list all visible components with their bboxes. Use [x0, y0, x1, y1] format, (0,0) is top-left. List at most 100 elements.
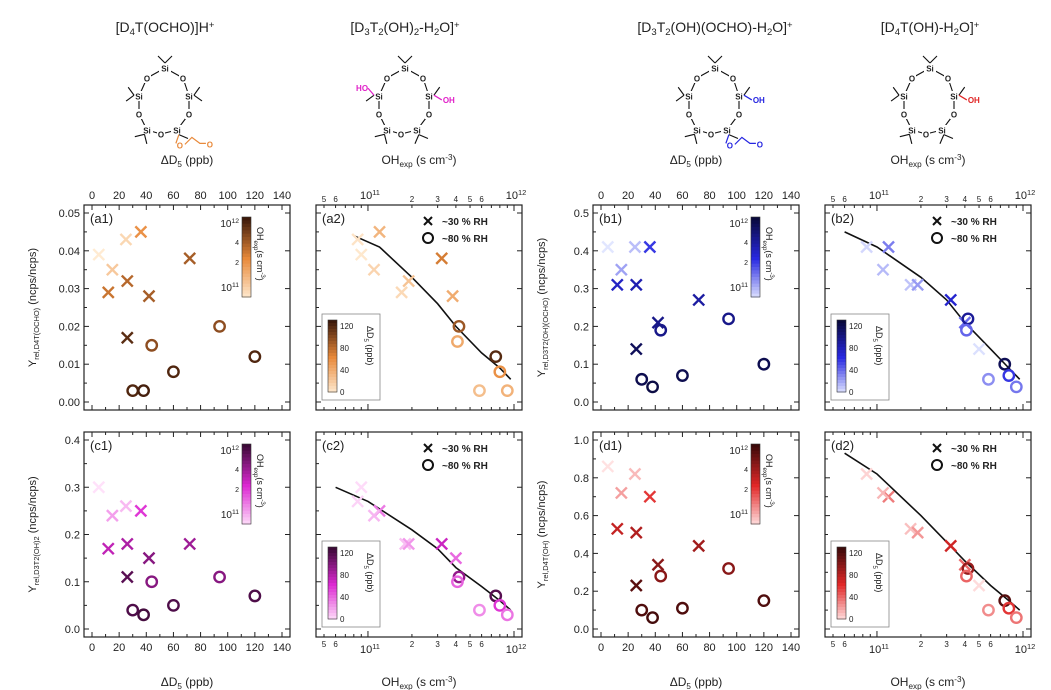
- colorbar-segment: [837, 556, 846, 560]
- data-point-stroke: [367, 509, 381, 522]
- structure-title-c: [D3T2(OH)(OCHO)-H2O]+: [637, 19, 793, 38]
- methyl-bond: [675, 94, 685, 102]
- data-point-x: [134, 225, 148, 239]
- text-part-4: ): [962, 153, 966, 167]
- si-atom: Si: [735, 93, 743, 102]
- text-part-0: 10: [729, 219, 741, 230]
- o-atom: O: [186, 111, 192, 120]
- text-part-3: 2: [378, 27, 383, 38]
- text-part-0: ΔD: [365, 553, 375, 566]
- text-part-1: rel,D4T(OCHO): [32, 307, 41, 359]
- si-atom: Si: [900, 93, 908, 102]
- data-point-stroke: [120, 274, 134, 288]
- data-point-circle: [452, 319, 466, 333]
- o-atom: O: [909, 75, 915, 84]
- x-minor-tick-label: 3: [944, 195, 949, 204]
- colorbar-segment: [837, 562, 846, 566]
- colorbar-segment: [837, 589, 846, 593]
- colorbar-outline: [327, 546, 338, 620]
- data-point-x: [373, 225, 386, 239]
- colorbar-segment: [751, 243, 760, 248]
- text-part-0: Y: [27, 585, 39, 593]
- data-point-stroke: [435, 537, 449, 551]
- colorbar-segment: [751, 257, 760, 261]
- colorbar-segment: [751, 263, 760, 268]
- colorbar-segment: [328, 550, 337, 554]
- text-part-0: ΔD: [874, 553, 884, 566]
- data-point-circle: [654, 323, 668, 337]
- y-axis-title: Yrel,D3T2(OH)(OCHO) (ncps/ncps): [536, 238, 550, 377]
- data-point-x: [882, 490, 895, 504]
- atom-bg: [185, 109, 193, 119]
- x-tick-label: 140: [273, 190, 291, 202]
- colorbar-title: OHexp(s cm-3): [761, 227, 775, 281]
- text-part-0: ΔD: [670, 153, 687, 167]
- text-part-1: 12: [740, 445, 748, 452]
- legend: ~30 % RH ~80 % RH: [931, 443, 997, 472]
- colorbar-segment: [751, 464, 760, 468]
- y-tick-label: 0.3: [65, 482, 80, 494]
- panel-label: (c2): [322, 438, 344, 453]
- text-part-0: 10: [730, 283, 742, 294]
- data-point-stroke: [142, 289, 156, 303]
- ester-oxygen: O: [727, 141, 733, 150]
- colorbar-segment: [751, 283, 760, 288]
- x-tick-label: 40: [649, 642, 661, 654]
- text-part-0: 10: [220, 219, 232, 230]
- data-point-circle: [1002, 369, 1016, 382]
- si-atom: Si: [425, 93, 433, 102]
- text-part-0: [D: [881, 19, 895, 35]
- data-point-circle: [248, 589, 262, 603]
- atom-bg: [693, 73, 701, 83]
- colorbar-segment: [751, 287, 760, 291]
- data-point-circle: [1002, 601, 1016, 615]
- substituent-bond: [175, 134, 180, 144]
- text-part-0: OH: [255, 454, 265, 468]
- methyl-bond: [397, 55, 406, 64]
- x-tick-label: 1012: [506, 188, 527, 202]
- colorbar-segment: [751, 467, 760, 472]
- data-point-stroke: [120, 537, 134, 551]
- colorbar-segment: [837, 568, 846, 572]
- data-point-stroke: [876, 263, 890, 277]
- x-minor-tick-label: 6: [988, 195, 993, 204]
- colorbar-segment: [751, 267, 760, 271]
- text-part-0: OH: [381, 675, 399, 689]
- colorbar-segment: [328, 610, 337, 614]
- data-point-stroke: [643, 490, 657, 504]
- data-point-x: [119, 233, 133, 246]
- colorbar-tick-label: 1012: [220, 218, 239, 230]
- text-part-1: 12: [231, 218, 239, 225]
- atom-bg: [159, 63, 171, 73]
- colorbar-segment: [751, 507, 760, 512]
- colorbar-tick-label: 40: [340, 593, 349, 602]
- x-minor-tick-label: 5: [468, 195, 473, 204]
- data-point-x: [629, 278, 643, 292]
- data-point-circle: [676, 601, 689, 615]
- colorbar-segment: [837, 371, 846, 375]
- atom-bg: [948, 91, 960, 101]
- methyl-bond: [943, 134, 954, 140]
- data-point-stroke: [142, 551, 156, 565]
- colorbar-segment: [751, 514, 760, 518]
- atom-bg: [183, 91, 195, 101]
- x-tick-label: 40: [140, 642, 152, 654]
- data-point-circle: [493, 598, 507, 612]
- colorbar-segment: [328, 329, 337, 333]
- si-atom: Si: [908, 127, 916, 136]
- o-atom: O: [945, 75, 951, 84]
- data-point-stroke: [911, 278, 925, 292]
- data-point-stroke: [373, 225, 386, 239]
- text-part-1: 12: [231, 445, 239, 452]
- data-point-x: [142, 289, 156, 303]
- si-atom: Si: [711, 65, 719, 74]
- data-point-circle: [451, 335, 464, 348]
- data-point-x: [354, 248, 368, 261]
- methyl-bond: [157, 55, 166, 64]
- substituent-bond: [743, 94, 753, 101]
- colorbar-minor-label: 2: [744, 260, 748, 267]
- x-axis-title-bottom-d2: OHexp (s cm-3): [890, 675, 965, 690]
- colorbar-title: ΔD5 (ppb): [871, 553, 884, 592]
- colorbar-segment: [751, 250, 760, 255]
